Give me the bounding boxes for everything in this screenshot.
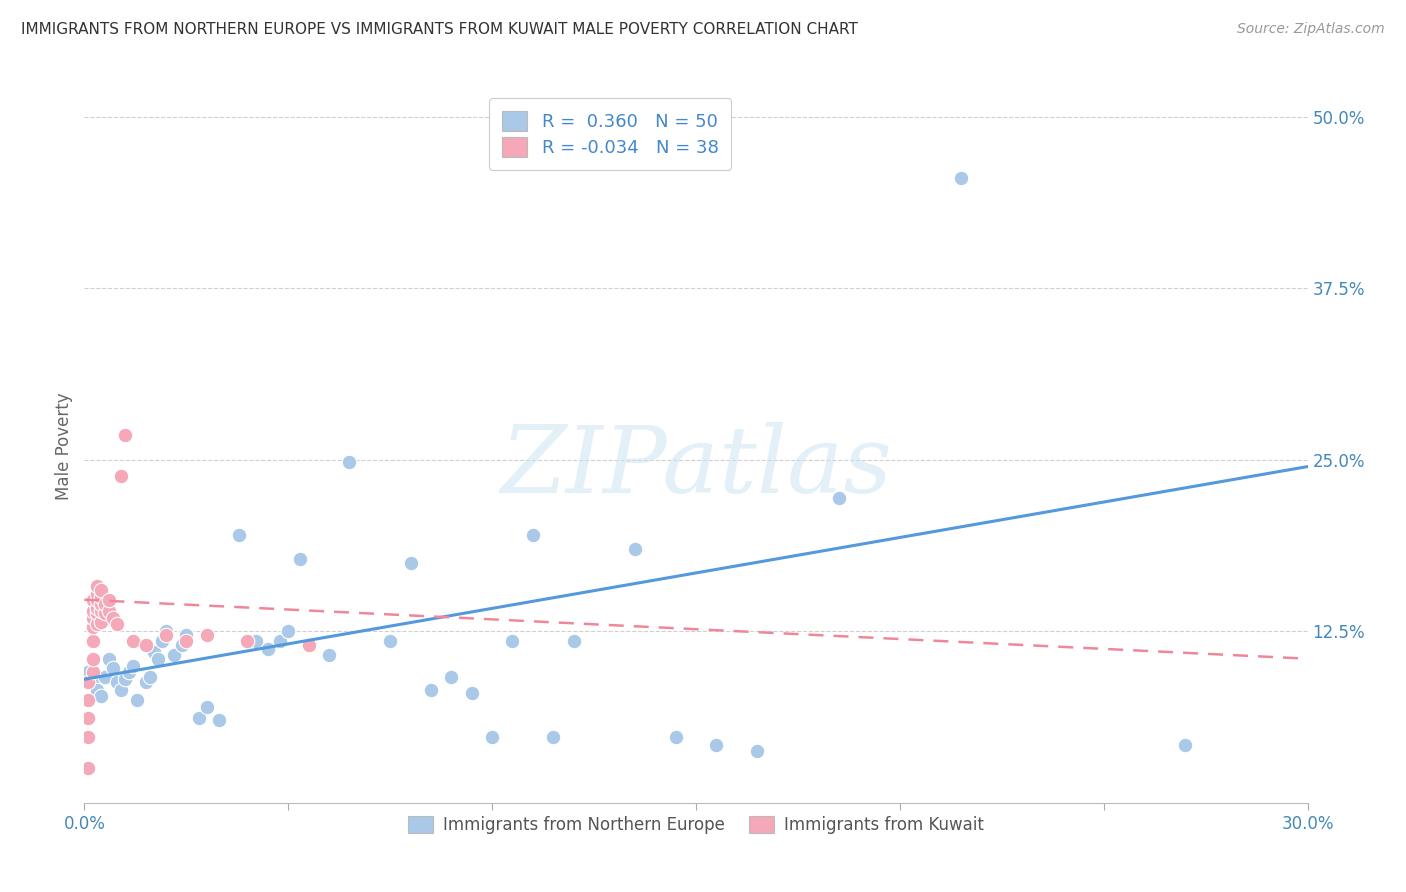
Point (82, 604, 104, 618)
Point (77, 675, 100, 690)
Point (90, 590, 112, 604)
Point (122, 658, 145, 673)
Point (174, 628, 197, 642)
Point (90, 604, 112, 618)
Text: Source: ZipAtlas.com: Source: ZipAtlas.com (1237, 22, 1385, 37)
Point (97, 604, 120, 618)
Point (86, 579, 108, 593)
Point (828, 491, 851, 505)
Point (380, 633, 402, 648)
Point (110, 469, 132, 483)
Point (950, 171, 973, 186)
Point (105, 617, 128, 632)
Point (155, 624, 177, 639)
Point (82, 651, 104, 665)
Point (135, 675, 157, 690)
Point (195, 628, 218, 642)
Point (163, 648, 186, 662)
Point (82, 620, 104, 634)
Point (142, 645, 165, 659)
Point (82, 675, 104, 690)
Text: IMMIGRANTS FROM NORTHERN EUROPE VS IMMIGRANTS FROM KUWAIT MALE POVERTY CORRELATI: IMMIGRANTS FROM NORTHERN EUROPE VS IMMIG… (21, 22, 858, 37)
Y-axis label: Male Poverty: Male Poverty (55, 392, 73, 500)
Point (110, 683, 132, 698)
Point (172, 638, 194, 652)
Point (97, 592, 120, 607)
Point (481, 730, 503, 744)
Point (93, 597, 115, 611)
Point (624, 541, 647, 556)
Point (440, 669, 463, 683)
Point (122, 633, 145, 648)
Point (706, 738, 728, 752)
Point (77, 711, 100, 725)
Legend: Immigrants from Northern Europe, Immigrants from Kuwait: Immigrants from Northern Europe, Immigra… (401, 809, 991, 841)
Point (155, 628, 177, 642)
Point (82, 610, 104, 624)
Point (195, 699, 218, 714)
Point (1174, 738, 1197, 752)
Point (318, 648, 340, 662)
Point (665, 730, 688, 744)
Point (114, 428, 136, 442)
Point (105, 675, 128, 690)
Point (82, 592, 104, 607)
Point (90, 597, 112, 611)
Point (461, 686, 484, 700)
Point (298, 638, 321, 652)
Point (269, 633, 291, 648)
Point (77, 762, 100, 776)
Point (747, 744, 769, 758)
Point (86, 607, 108, 621)
Point (86, 601, 108, 615)
Point (187, 711, 209, 725)
Text: ZIPatlas: ZIPatlas (501, 423, 891, 512)
Point (97, 651, 120, 665)
Point (86, 683, 108, 698)
Point (236, 633, 259, 648)
Point (77, 665, 100, 680)
Point (77, 730, 100, 744)
Point (174, 633, 197, 648)
Point (399, 556, 422, 570)
Point (339, 455, 361, 469)
Point (245, 633, 267, 648)
Point (150, 633, 173, 648)
Point (290, 551, 312, 566)
Point (86, 617, 108, 632)
Point (502, 633, 524, 648)
Point (82, 665, 104, 680)
Point (86, 592, 108, 607)
Point (522, 528, 544, 542)
Point (127, 693, 149, 707)
Point (208, 714, 231, 728)
Point (90, 615, 112, 629)
Point (82, 633, 104, 648)
Point (101, 661, 124, 675)
Point (562, 633, 585, 648)
Point (138, 669, 160, 683)
Point (93, 669, 115, 683)
Point (90, 689, 112, 703)
Point (135, 638, 157, 652)
Point (257, 642, 280, 657)
Point (543, 730, 565, 744)
Point (86, 587, 108, 601)
Point (93, 607, 115, 621)
Point (77, 693, 100, 707)
Point (228, 528, 250, 542)
Point (114, 673, 136, 687)
Point (277, 624, 299, 639)
Point (118, 665, 141, 680)
Point (420, 683, 443, 698)
Point (146, 651, 169, 665)
Point (101, 610, 124, 624)
Point (90, 583, 112, 598)
